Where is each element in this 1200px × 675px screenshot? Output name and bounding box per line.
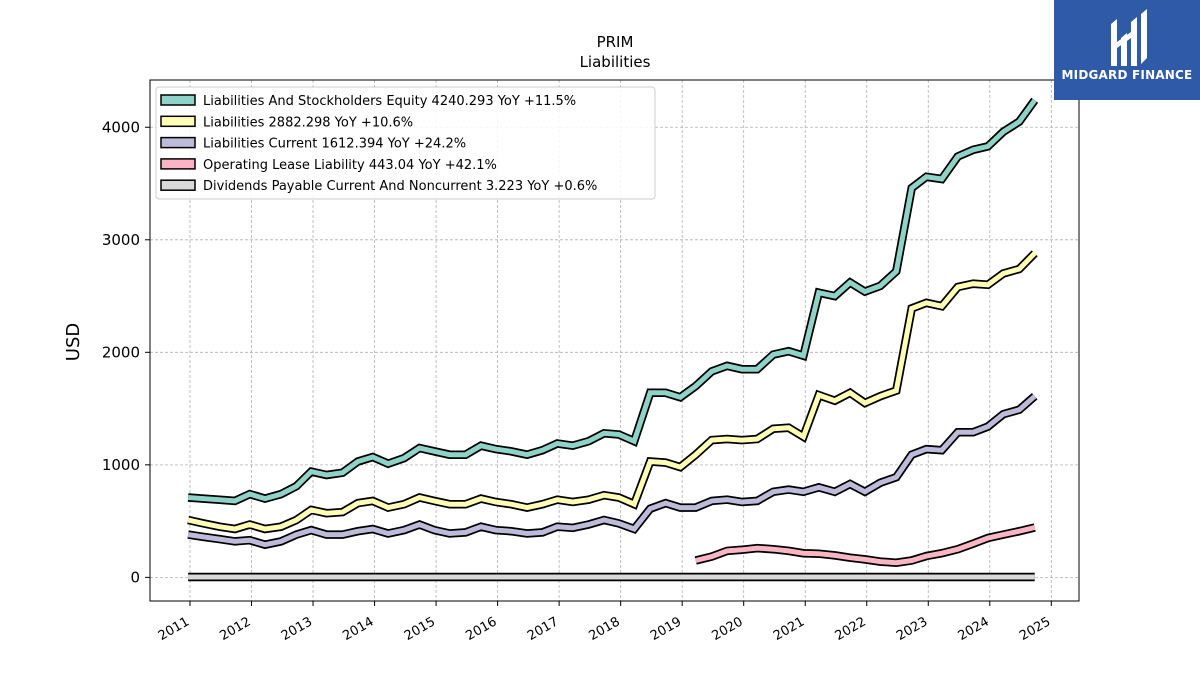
x-tick-label: 2020 (710, 614, 746, 644)
midgard-logo-icon (1111, 9, 1147, 66)
legend-swatch (160, 94, 196, 106)
legend-swatch (160, 179, 196, 191)
y-tick-label: 1000 (102, 456, 140, 474)
legend-entry: Dividends Payable Current And Noncurrent… (203, 179, 597, 194)
series-layer (187, 97, 1039, 582)
y-tick-label: 4000 (102, 118, 140, 136)
x-tick-label: 2014 (340, 614, 376, 644)
legend-entry: Liabilities And Stockholders Equity 4240… (203, 94, 576, 109)
x-tick-label: 2023 (894, 614, 930, 644)
legend: Liabilities And Stockholders Equity 4240… (155, 86, 656, 200)
x-tick-label: 2018 (586, 614, 622, 644)
y-axis: 0 1000 2000 3000 4000 (102, 118, 150, 586)
x-axis: 2011 2012 2013 2014 2015 2016 2017 2018 2019 2020… (156, 601, 1053, 644)
plot-frame (149, 79, 1080, 602)
chart-subtitle: Liabilities (580, 53, 651, 71)
y-tick-label: 2000 (102, 343, 140, 361)
x-tick-label: 2016 (463, 614, 499, 644)
y-tick-label: 0 (130, 568, 140, 586)
x-tick-label: 2015 (402, 614, 438, 644)
x-tick-label: 2024 (956, 614, 992, 644)
brand-logo: MIDGARD FINANCE (1054, 0, 1200, 100)
x-tick-label: 2012 (217, 614, 253, 644)
chart-title: PRIM (597, 33, 634, 51)
y-tick-label: 3000 (102, 231, 140, 249)
x-tick-label: 2013 (279, 614, 315, 644)
series-3 (694, 523, 1036, 567)
x-tick-label: 2019 (648, 614, 684, 644)
series-line (187, 98, 1037, 504)
x-tick-label: 2025 (1017, 614, 1053, 644)
legend-swatch (160, 115, 196, 128)
series-1 (187, 250, 1038, 534)
series-line (695, 525, 1036, 566)
series-2 (187, 393, 1038, 550)
logo-text: MIDGARD FINANCE (1061, 68, 1193, 82)
legend-swatch (160, 136, 196, 149)
x-tick-label: 2011 (156, 614, 192, 644)
legend-box (155, 86, 656, 200)
series-line (187, 251, 1037, 532)
series-line-outline (187, 250, 1038, 534)
legend-entry: Liabilities Current 1612.394 YoY +24.2% (203, 137, 466, 152)
legend-entry: Liabilities 2882.298 YoY +10.6% (203, 115, 413, 130)
legend-swatch (160, 158, 196, 170)
legend-entry: Operating Lease Liability 443.04 YoY +42… (203, 158, 497, 173)
x-tick-label: 2022 (833, 614, 869, 644)
x-tick-label: 2021 (771, 614, 807, 644)
y-axis-label: USD (63, 323, 84, 361)
x-tick-label: 2017 (525, 614, 561, 644)
series-0 (187, 97, 1039, 506)
series-line (187, 394, 1037, 548)
